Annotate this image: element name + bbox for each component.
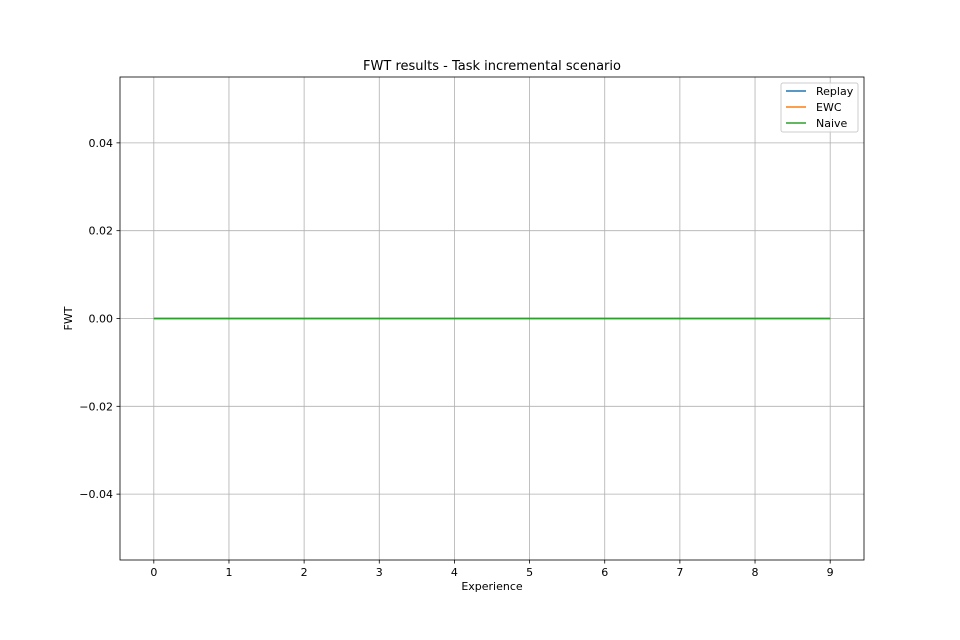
- legend-label-naive: Naive: [816, 117, 848, 130]
- chart-title: FWT results - Task incremental scenario: [363, 59, 621, 74]
- y-tick-label: 0.02: [89, 225, 114, 238]
- x-tick-label: 0: [150, 566, 157, 579]
- legend: Replay EWC Naive: [780, 82, 859, 133]
- x-tick-label: 8: [752, 566, 759, 579]
- x-axis-ticks: 0 1 2 3 4 5 6 7 8 9: [150, 560, 834, 579]
- x-tick-label: 1: [225, 566, 232, 579]
- x-tick-label: 9: [827, 566, 834, 579]
- legend-label-ewc: EWC: [816, 101, 842, 114]
- legend-box: [780, 82, 859, 133]
- x-tick-label: 4: [451, 566, 458, 579]
- legend-label-replay: Replay: [816, 85, 854, 98]
- x-tick-label: 5: [526, 566, 533, 579]
- x-axis-title: Experience: [461, 580, 523, 593]
- y-tick-label: −0.04: [79, 488, 113, 501]
- y-tick-label: −0.02: [79, 400, 113, 413]
- x-tick-label: 7: [676, 566, 683, 579]
- x-tick-label: 3: [376, 566, 383, 579]
- x-tick-label: 6: [601, 566, 608, 579]
- y-tick-label: 0.04: [89, 137, 114, 150]
- y-axis-title: FWT: [62, 306, 75, 330]
- y-axis-ticks: −0.04 −0.02 0.00 0.02 0.04: [79, 137, 120, 501]
- x-tick-label: 2: [301, 566, 308, 579]
- y-tick-label: 0.00: [89, 313, 114, 326]
